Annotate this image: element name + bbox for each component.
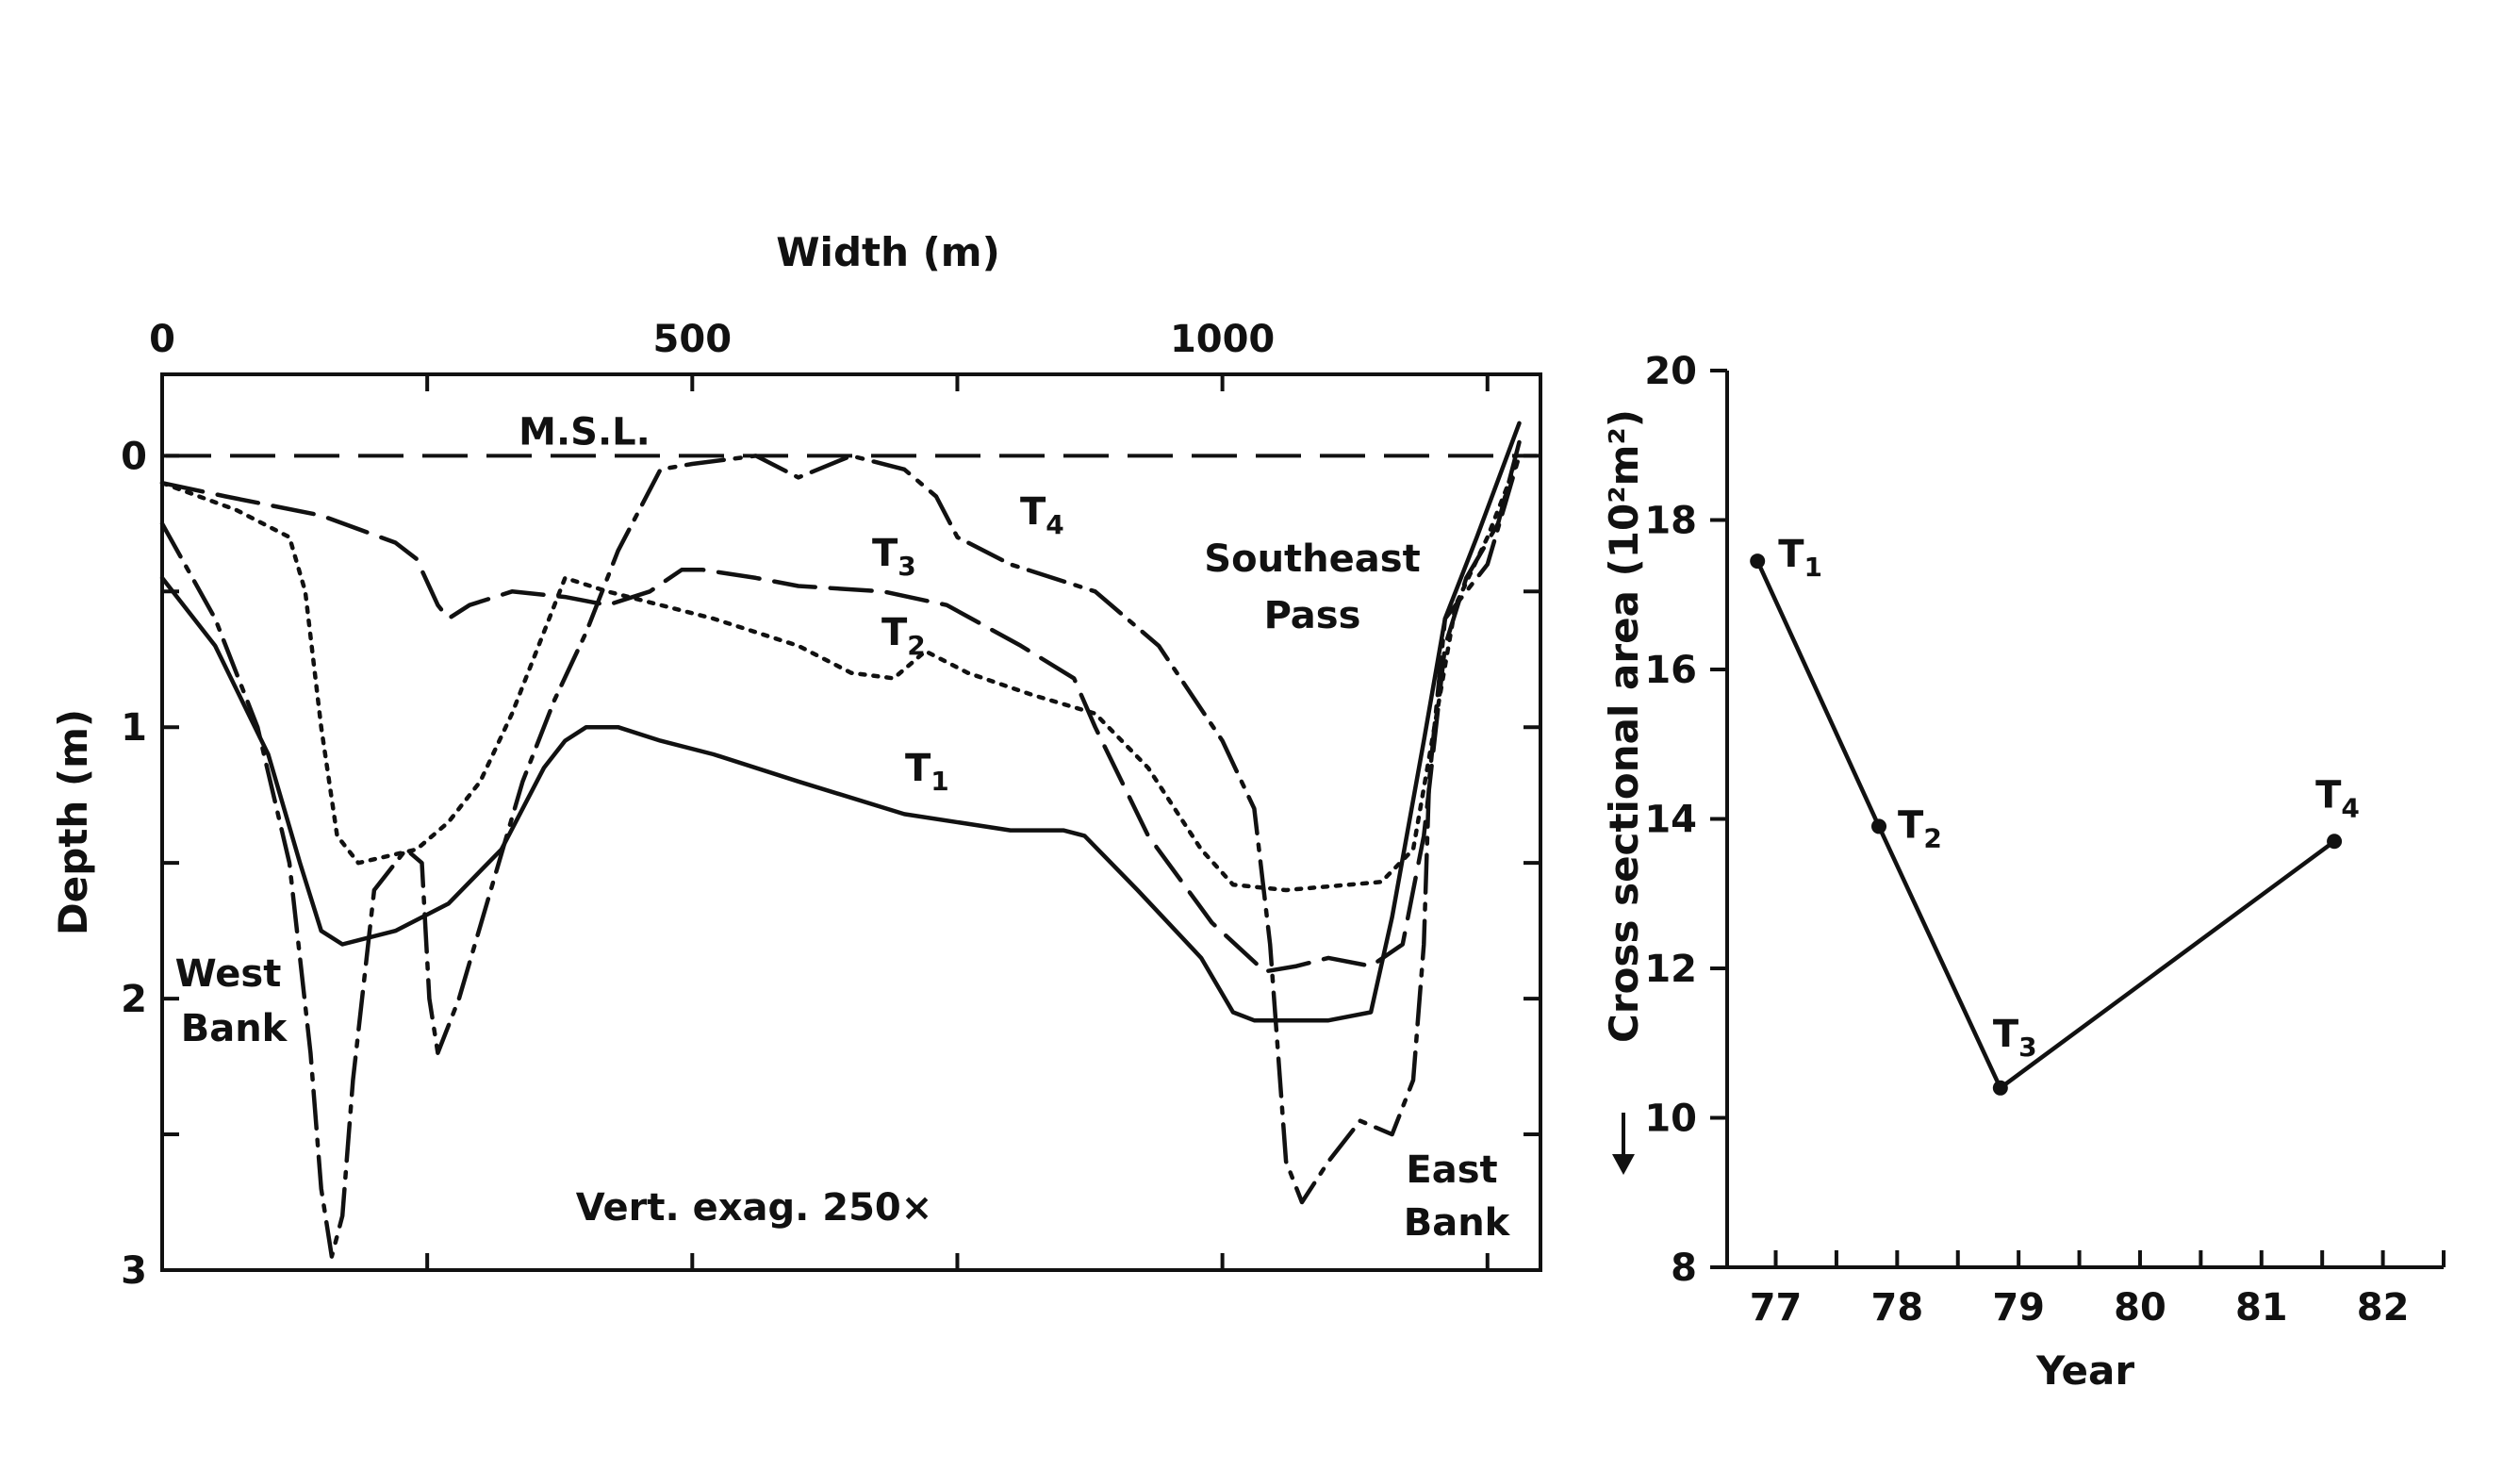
- area-direction-arrow: [1612, 1113, 1635, 1175]
- area-y-tick-label-12: 12: [1644, 948, 1697, 991]
- area-ticks: 8 10 12 14 16 18 20 77 78 79 80 81 82: [1644, 350, 2446, 1330]
- series-label-t1: T1: [905, 747, 949, 797]
- area-x-tick-label-81: 81: [2235, 1286, 2288, 1330]
- x-tick-label-500: 500: [653, 318, 733, 361]
- southeast-pass-label: Southeast: [1204, 537, 1420, 581]
- area-series: T1 T2 T3 T4: [1750, 533, 2360, 1096]
- area-xlabel: Year: [2035, 1347, 2134, 1394]
- area-x-tick-label-80: 80: [2114, 1286, 2166, 1330]
- area-point-t2: [1871, 818, 1887, 834]
- area-y-tick-label-10: 10: [1644, 1098, 1697, 1141]
- area-x-tick-label-79: 79: [1992, 1286, 2045, 1330]
- series-label-t2: T2: [881, 611, 926, 661]
- y-tick-label-2: 2: [121, 978, 147, 1021]
- west-bank-label-2: Bank: [181, 1007, 288, 1050]
- cross-section-series: [159, 421, 1522, 1259]
- area-point-t3: [1992, 1080, 2008, 1096]
- west-bank-label: West: [175, 952, 282, 996]
- area-y-tick-label-18: 18: [1644, 500, 1697, 543]
- series-t4: [159, 454, 1522, 1259]
- series-label-t4: T4: [1020, 490, 1064, 540]
- y-tick-label-1: 1: [121, 706, 147, 750]
- cross-section-plot-frame: [160, 372, 1542, 1272]
- series-t3: [159, 439, 1522, 974]
- cross-section-xlabel: Width (m): [776, 229, 1000, 275]
- series-t2: [159, 454, 1522, 893]
- area-point-t4: [2327, 834, 2343, 850]
- area-vs-year-chart: 8 10 12 14 16 18 20 77 78 79 80 81 82 Year Cross sec…: [1601, 350, 2446, 1394]
- area-y-tick-label-20: 20: [1644, 350, 1697, 393]
- x-tick-label-0: 0: [149, 318, 175, 361]
- area-ylabel: Cross sectional area (10²m²): [1601, 409, 1647, 1043]
- msl-label: M.S.L.: [519, 410, 651, 454]
- area-y-tick-label-8: 8: [1671, 1247, 1697, 1290]
- area-point-label-t4: T4: [2315, 773, 2360, 823]
- y-tick-label-0: 0: [121, 435, 147, 478]
- area-x-tick-label-77: 77: [1750, 1286, 1803, 1330]
- east-bank-label-2: Bank: [1404, 1201, 1511, 1245]
- area-line: [1754, 558, 2337, 1091]
- cross-section-ylabel: Depth (m): [50, 709, 96, 935]
- area-x-tick-label-82: 82: [2357, 1286, 2410, 1330]
- x-tick-label-1000: 1000: [1170, 318, 1275, 361]
- area-point-label-t1: T1: [1778, 533, 1822, 583]
- y-tick-label-3: 3: [121, 1249, 147, 1293]
- area-point-label-t3: T3: [1993, 1013, 2037, 1063]
- cross-section-ticks: 0 500 1000 0 1 2 3: [121, 318, 1540, 1293]
- series-label-t3: T3: [872, 532, 916, 582]
- cross-section-series-labels: T1 T2 T3 T4: [872, 490, 1064, 797]
- area-point-label-t2: T2: [1898, 803, 1942, 853]
- southeast-pass-label-2: Pass: [1264, 594, 1361, 637]
- area-y-tick-label-16: 16: [1644, 649, 1697, 692]
- east-bank-label: East: [1406, 1148, 1497, 1192]
- area-x-tick-label-78: 78: [1871, 1286, 1924, 1330]
- area-point-t1: [1750, 553, 1766, 570]
- vertical-exaggeration-note: Vert. exag. 250×: [576, 1186, 933, 1230]
- series-t1: [159, 421, 1522, 1023]
- area-y-tick-label-14: 14: [1644, 799, 1697, 842]
